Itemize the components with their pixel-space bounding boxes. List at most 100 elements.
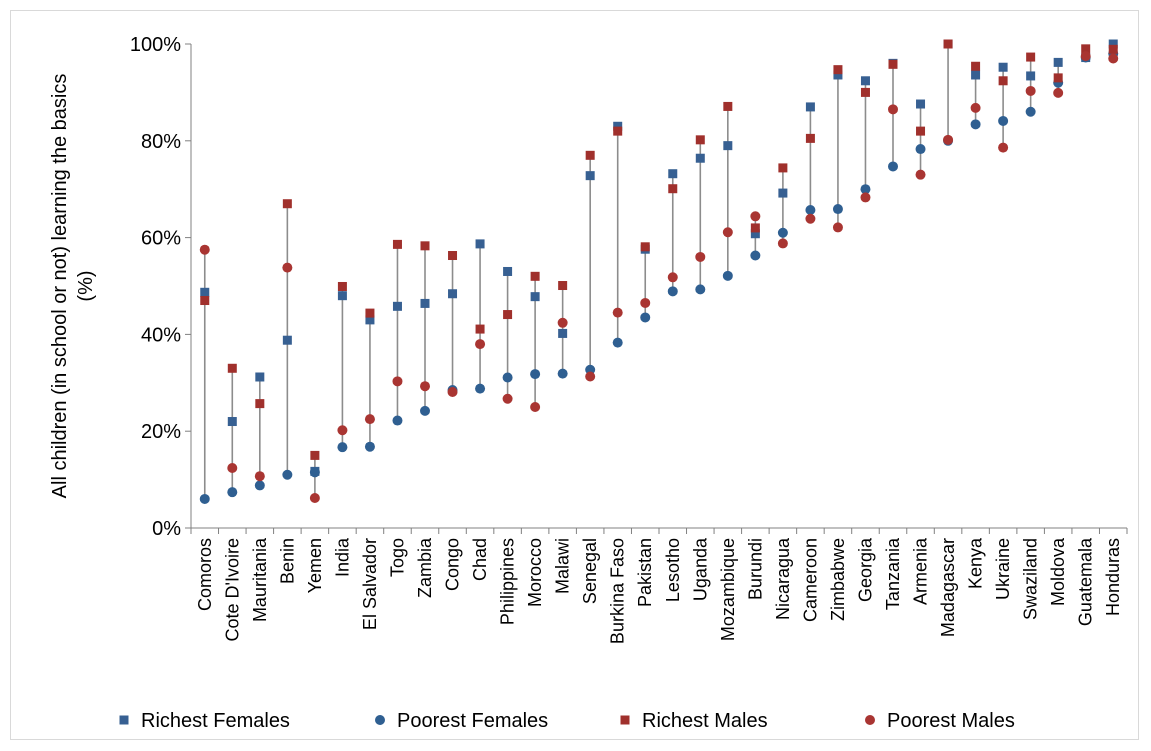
legend-item-poorest-females: Poorest Females: [375, 710, 548, 732]
x-tick-label-lesotho: Lesotho: [663, 538, 683, 602]
marker-poorest-females-uganda: [695, 284, 706, 295]
marker-richest-females-ukraine: [998, 62, 1008, 72]
marker-richest-females-senegal: [585, 171, 595, 181]
marker-richest-females-zimbabwe: [833, 70, 843, 80]
x-tick-label-senegal: Senegal: [580, 538, 600, 604]
marker-richest-males-cameroon: [805, 133, 815, 143]
x-tick-label-india: India: [332, 537, 352, 577]
x-tick-label-madagascar: Madagascar: [938, 538, 958, 637]
marker-richest-females-cameroon: [805, 102, 815, 112]
marker-poorest-females-togo: [392, 415, 403, 426]
marker-poorest-males-benin: [282, 262, 293, 273]
marker-poorest-females-mozambique: [722, 270, 733, 281]
x-tick-label-burundi: Burundi: [745, 538, 765, 600]
y-tick-label: 60%: [141, 228, 181, 250]
marker-richest-females-swaziland: [1026, 71, 1036, 81]
y-tick-label: 80%: [141, 131, 181, 153]
marker-poorest-males-philippines: [502, 393, 513, 404]
marker-richest-females-el-salvador: [365, 315, 375, 325]
marker-poorest-females-philippines: [502, 372, 513, 383]
marker-richest-males-mozambique: [723, 101, 733, 111]
marker-poorest-males-lesotho: [667, 272, 678, 283]
legend-label-richest-males: Richest Males: [642, 710, 768, 732]
axes: [185, 43, 1128, 534]
marker-richest-females-burundi: [750, 229, 760, 239]
marker-richest-males-senegal: [585, 150, 595, 160]
marker-richest-females-togo: [392, 301, 402, 311]
marker-richest-females-malawi: [558, 328, 568, 338]
x-tick-label-uganda: Uganda: [690, 537, 710, 601]
marker-richest-males-mauritania: [255, 399, 265, 409]
marker-richest-males-zimbabwe: [833, 65, 843, 75]
x-tick-label-malawi: Malawi: [553, 538, 573, 594]
marker-richest-males-morocco: [530, 271, 540, 281]
marker-richest-females-zambia: [420, 298, 430, 308]
marker-richest-males-india: [337, 281, 347, 291]
y-axis-title-line: All children (in school or not) learning…: [49, 74, 71, 499]
marker-poorest-males-swaziland: [1025, 85, 1036, 96]
marker-poorest-females-armenia: [915, 144, 926, 155]
marker-richest-females-benin: [282, 335, 292, 345]
marker-poorest-males-kenya: [970, 102, 981, 113]
marker-poorest-males-el-salvador: [364, 414, 375, 425]
marker-poorest-females-comoros: [199, 493, 210, 504]
marker-poorest-females-kenya: [970, 119, 981, 130]
marker-richest-females-congo: [448, 289, 458, 299]
marker-poorest-females-morocco: [530, 369, 541, 380]
marker-richest-females-comoros: [200, 287, 210, 297]
marker-poorest-males-morocco: [530, 402, 541, 412]
y-axis-title-line: (%): [75, 270, 97, 301]
legend-marker-richest-males: [620, 715, 630, 725]
markers: [199, 39, 1119, 504]
legend-label-richest-females: Richest Females: [141, 710, 290, 732]
marker-richest-females-lesotho: [668, 169, 678, 179]
marker-richest-females-mauritania: [255, 372, 265, 382]
marker-poorest-males-yemen: [309, 492, 320, 503]
marker-richest-males-pakistan: [640, 242, 650, 252]
marker-richest-males-chad: [475, 324, 485, 334]
marker-poorest-males-burundi: [750, 211, 761, 222]
marker-richest-males-armenia: [916, 126, 926, 136]
marker-richest-males-philippines: [503, 310, 513, 320]
marker-richest-females-georgia: [860, 76, 870, 86]
marker-poorest-females-tanzania: [888, 161, 898, 172]
marker-richest-males-ukraine: [998, 76, 1008, 86]
marker-richest-females-honduras: [1108, 39, 1118, 49]
marker-richest-females-morocco: [530, 292, 540, 302]
x-tick-label-benin: Benin: [277, 538, 297, 584]
marker-poorest-males-moldova: [1053, 87, 1064, 98]
marker-poorest-males-georgia: [860, 192, 871, 203]
y-axis-title: All children (in school or not) learning…: [49, 74, 97, 499]
legend-marker-poorest-females: [375, 715, 385, 725]
marker-poorest-females-burundi: [750, 250, 761, 261]
marker-richest-males-madagascar: [943, 39, 953, 49]
marker-richest-males-comoros: [200, 296, 210, 306]
marker-richest-males-cote-d-ivoire: [227, 363, 237, 373]
marker-richest-males-lesotho: [668, 184, 678, 194]
legend-marker-poorest-males: [865, 715, 875, 725]
marker-poorest-females-cameroon: [805, 205, 816, 216]
marker-poorest-males-india: [337, 425, 348, 436]
x-tick-label-burkina-faso: Burkina Faso: [608, 538, 628, 644]
x-tick-label-georgia: Georgia: [855, 537, 875, 602]
x-tick-labels: Comoros Cote D'Ivoire Mauritania Benin Yemen…: [195, 537, 1123, 644]
marker-poorest-males-zimbabwe: [832, 222, 843, 233]
marker-poorest-females-yemen: [309, 467, 320, 478]
y-tick-label: 20%: [141, 421, 181, 443]
marker-poorest-males-cote-d-ivoire: [227, 462, 238, 473]
marker-richest-males-congo: [448, 251, 458, 261]
marker-richest-males-malawi: [558, 281, 568, 291]
x-tick-label-kenya: Kenya: [966, 537, 986, 589]
marker-poorest-females-swaziland: [1025, 106, 1036, 117]
marker-poorest-females-nicaragua: [777, 227, 788, 238]
marker-richest-females-chad: [475, 239, 485, 249]
x-tick-label-pakistan: Pakistan: [635, 538, 655, 607]
marker-richest-females-philippines: [503, 266, 513, 276]
range-lines: [203, 44, 1115, 499]
marker-richest-males-zambia: [420, 241, 430, 251]
marker-poorest-males-nicaragua: [777, 238, 788, 249]
marker-poorest-males-senegal: [585, 371, 596, 382]
marker-richest-females-uganda: [695, 153, 705, 163]
x-tick-label-honduras: Honduras: [1103, 538, 1123, 616]
marker-richest-females-kenya: [971, 70, 981, 80]
